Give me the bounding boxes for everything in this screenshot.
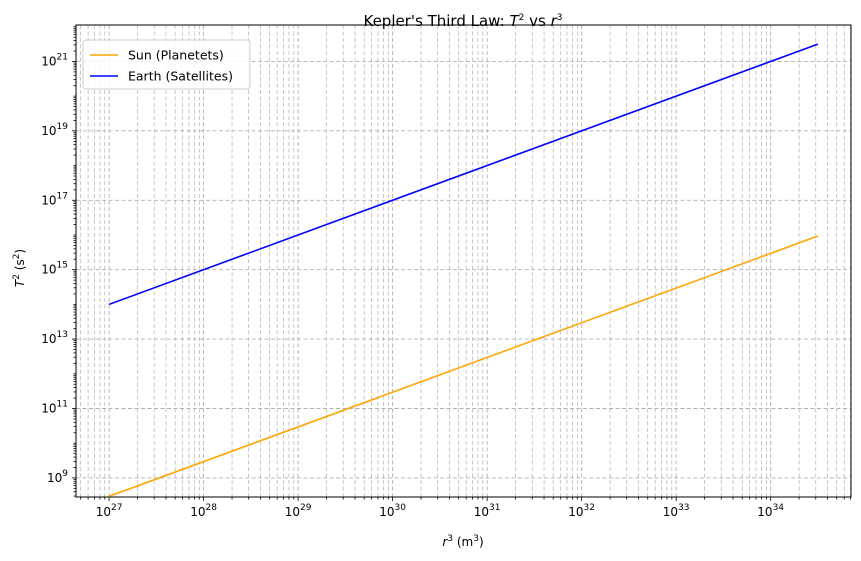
y-axis-title: T2 (s2) [12, 249, 27, 287]
legend-label-earth: Earth (Satellites) [128, 69, 233, 84]
tick-layer: 1027 1028 1029 1030 1031 1032 1033 1034 109 1011 1… [41, 26, 851, 519]
series-layer [108, 43, 819, 498]
plot-area-frame [75, 24, 852, 498]
y-tick-label: 1013 [41, 330, 68, 346]
legend-label-sun: Sun (Planetets) [128, 48, 224, 63]
y-tick-label: 1017 [41, 191, 68, 207]
x-tick-label: 1032 [568, 503, 595, 519]
series-line-earth [108, 43, 819, 306]
x-tick-label: 1028 [190, 503, 217, 519]
legend-box [82, 39, 251, 90]
y-tick-label: 1015 [41, 261, 68, 277]
y-tick-label: 109 [47, 469, 68, 485]
x-tick-label: 1031 [474, 503, 501, 519]
series-line-sun [108, 235, 819, 498]
x-tick-label: 1027 [96, 503, 123, 519]
y-tick-label: 1021 [41, 52, 68, 68]
x-tick-label: 1030 [379, 503, 406, 519]
y-tick-label: 1019 [41, 122, 68, 138]
legend: Sun (Planetets) Earth (Satellites) [82, 39, 251, 90]
x-tick-label: 1034 [757, 503, 784, 519]
x-tick-label: 1029 [285, 503, 312, 519]
y-tick-label: 1011 [41, 400, 68, 416]
chart-title: Kepler's Third Law: T2 vs r3 [363, 12, 562, 30]
grid-layer [76, 25, 851, 497]
x-axis-title: r3 (m3) [442, 534, 483, 549]
x-tick-label: 1033 [663, 503, 690, 519]
